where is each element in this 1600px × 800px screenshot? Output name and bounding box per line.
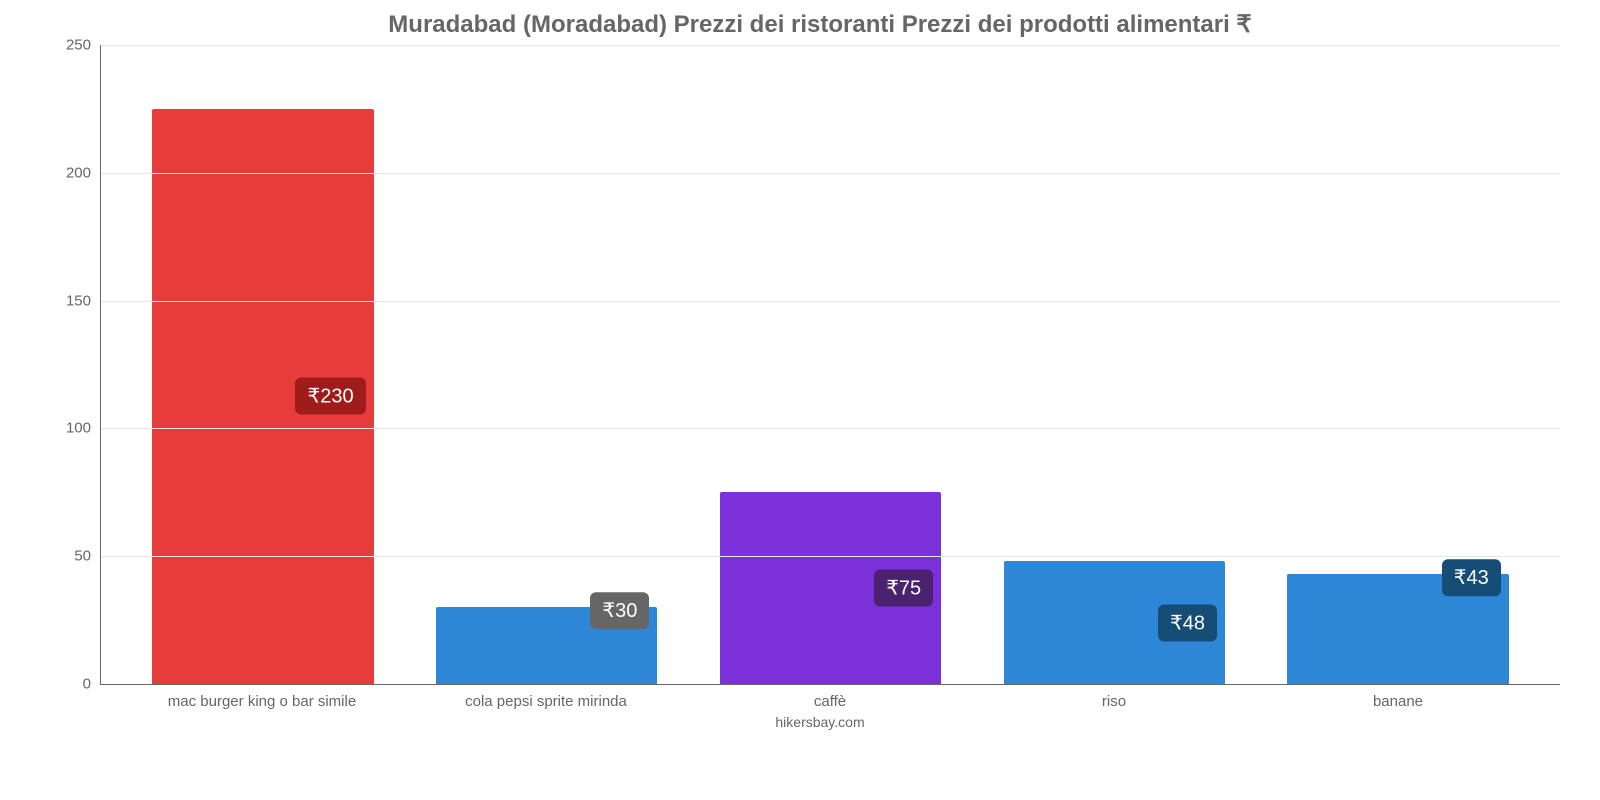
value-badge: ₹75	[874, 570, 933, 607]
gridline	[101, 301, 1560, 302]
y-tick-label: 250	[66, 37, 101, 54]
bar-slot: ₹30	[405, 45, 689, 684]
bar: ₹75	[720, 492, 941, 684]
bar: ₹30	[436, 607, 657, 684]
y-tick-label: 0	[83, 676, 101, 693]
chart-title: Muradabad (Moradabad) Prezzi dei ristora…	[80, 10, 1560, 39]
value-badge: ₹43	[1442, 559, 1501, 596]
bar-slot: ₹43	[1256, 45, 1540, 684]
bar: ₹230	[152, 109, 373, 684]
footer-attribution: hikersbay.com	[80, 714, 1560, 730]
bar-slot: ₹230	[121, 45, 405, 684]
y-tick-label: 150	[66, 292, 101, 309]
gridline	[101, 556, 1560, 557]
bar: ₹48	[1004, 561, 1225, 684]
gridline	[101, 45, 1560, 46]
x-axis-labels: mac burger king o bar similecola pepsi s…	[100, 685, 1560, 710]
y-tick-label: 50	[74, 548, 101, 565]
x-axis-label: riso	[972, 693, 1256, 710]
x-axis-label: banane	[1256, 693, 1540, 710]
gridline	[101, 173, 1560, 174]
bar-slot: ₹48	[972, 45, 1256, 684]
plot-area: ₹230₹30₹75₹48₹43 050100150200250	[100, 45, 1560, 685]
chart-container: Muradabad (Moradabad) Prezzi dei ristora…	[0, 0, 1600, 800]
y-tick-label: 100	[66, 420, 101, 437]
y-tick-label: 200	[66, 164, 101, 181]
gridline	[101, 428, 1560, 429]
value-badge: ₹30	[590, 593, 649, 630]
x-axis-label: caffè	[688, 693, 972, 710]
bar: ₹43	[1287, 574, 1508, 684]
bars-row: ₹230 ₹30 ₹75 ₹48 ₹43	[101, 45, 1560, 684]
x-axis-label: mac burger king o bar simile	[120, 693, 404, 710]
value-badge: ₹230	[295, 378, 365, 415]
x-axis-label: cola pepsi sprite mirinda	[404, 693, 688, 710]
bar-slot: ₹75	[689, 45, 973, 684]
value-badge: ₹48	[1158, 604, 1217, 641]
